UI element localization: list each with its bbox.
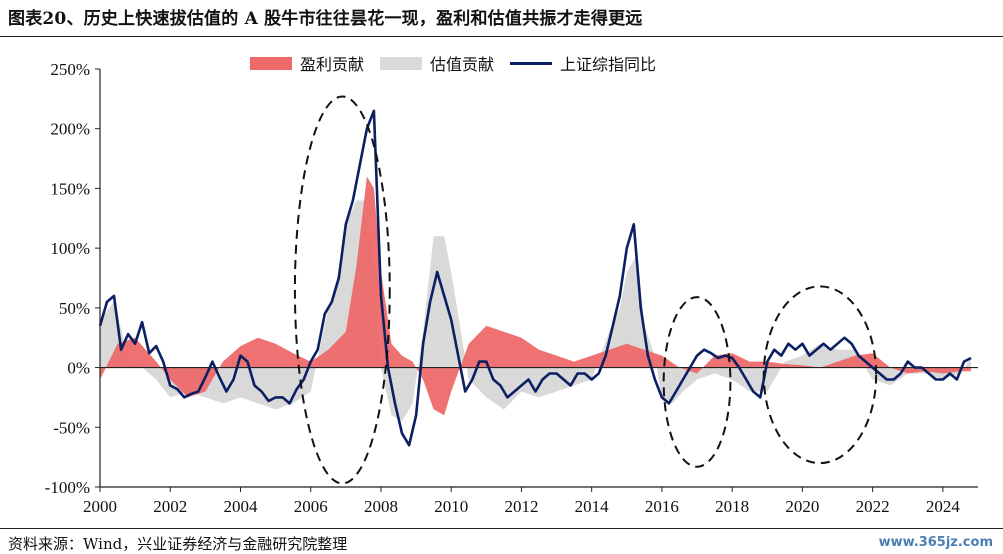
highlight-ellipse-1 bbox=[293, 95, 391, 485]
legend-swatch-valuation bbox=[380, 56, 423, 70]
y-tick-label: 150% bbox=[50, 179, 90, 198]
legend-swatch-earnings bbox=[250, 56, 292, 70]
x-tick-label: 2016 bbox=[645, 497, 679, 516]
x-tick-label: 2004 bbox=[223, 497, 258, 516]
legend-item-valuation: 估值贡献 bbox=[380, 51, 494, 75]
page-title: 图表20、历史上快速拔估值的 A 股牛市往往昙花一现，盈利和估值共振才走得更远 bbox=[8, 9, 643, 29]
source-note: 资料来源：Wind，兴业证券经济与金融研究院整理 bbox=[8, 535, 348, 553]
y-tick-label: 100% bbox=[50, 239, 90, 258]
legend-label-valuation: 估值贡献 bbox=[430, 55, 495, 74]
valuation-contribution-area bbox=[100, 200, 971, 422]
x-tick-label: 2008 bbox=[364, 497, 398, 516]
footer-divider bbox=[0, 528, 1003, 529]
legend-swatch-index bbox=[510, 61, 553, 65]
x-tick-label: 2018 bbox=[715, 497, 749, 516]
x-tick-label: 2012 bbox=[504, 497, 538, 516]
chart-legend: 盈利贡献 估值贡献 上证综指同比 bbox=[250, 50, 656, 76]
index-yoy-line bbox=[98, 109, 972, 447]
y-tick-label: 250% bbox=[50, 60, 90, 79]
legend-item-index: 上证综指同比 bbox=[510, 51, 656, 75]
legend-item-earnings: 盈利贡献 bbox=[250, 51, 364, 75]
y-tick-label: 50% bbox=[59, 299, 90, 318]
x-tick-label: 2002 bbox=[153, 497, 187, 516]
y-tick-label: 200% bbox=[50, 120, 90, 139]
title-divider bbox=[0, 36, 1003, 37]
x-tick-label: 2022 bbox=[856, 497, 890, 516]
x-tick-label: 2024 bbox=[926, 497, 961, 516]
x-tick-label: 2014 bbox=[575, 497, 610, 516]
x-tick-label: 2006 bbox=[294, 497, 328, 516]
y-tick-label: 0% bbox=[67, 359, 90, 378]
y-tick-label: -50% bbox=[53, 418, 90, 437]
y-tick-label: -100% bbox=[45, 478, 90, 497]
x-tick-label: 2010 bbox=[434, 497, 468, 516]
highlight-ellipse-3 bbox=[762, 285, 878, 465]
legend-label-earnings: 盈利贡献 bbox=[300, 55, 365, 74]
x-tick-label: 2020 bbox=[785, 497, 819, 516]
x-tick-label: 2000 bbox=[83, 497, 117, 516]
highlight-ellipse-2 bbox=[662, 296, 732, 468]
watermark: www.365jz.com bbox=[878, 535, 993, 550]
legend-label-index: 上证综指同比 bbox=[560, 55, 657, 74]
